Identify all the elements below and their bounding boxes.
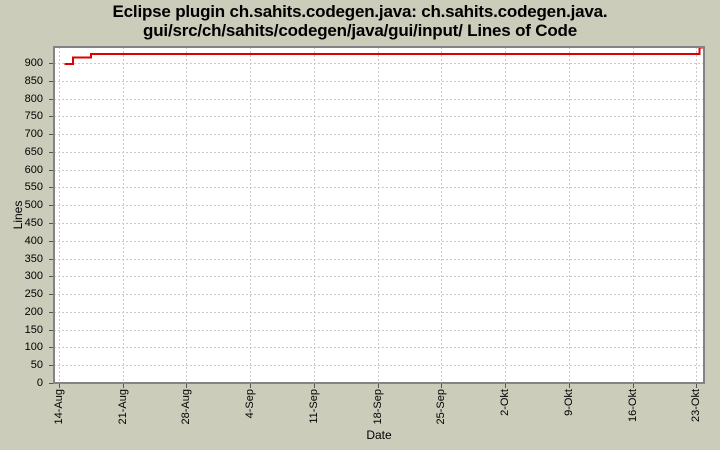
x-tick-label: 23-Okt (690, 389, 703, 423)
x-tick-label: 9-Okt (562, 389, 575, 416)
y-tick-label: 550 (24, 181, 43, 194)
y-tick-label: 600 (24, 163, 43, 176)
y-axis-title: Lines (11, 200, 25, 230)
y-tick-label: 400 (24, 234, 43, 247)
y-tick-label: 700 (24, 128, 43, 141)
x-axis-title: Date (366, 428, 392, 442)
chart-title-line2: gui/src/ch/sahits/codegen/java/gui/input… (143, 21, 577, 40)
x-tick-label: 28-Aug (180, 389, 193, 425)
y-tick-label: 450 (24, 217, 43, 229)
x-tick-label: 21-Aug (116, 389, 129, 425)
chart-title: Eclipse plugin ch.sahits.codegen.java: c… (0, 2, 720, 40)
y-tick-label: 0 (36, 377, 43, 389)
y-tick-label: 650 (24, 145, 43, 158)
y-tick-label: 750 (24, 110, 43, 123)
y-tick-label: 500 (24, 199, 43, 212)
x-tick-label: 18-Sep (371, 389, 384, 425)
y-tick-label: 150 (24, 323, 43, 336)
y-tick-label: 800 (24, 92, 43, 105)
x-tick-label: 4-Sep (244, 389, 257, 419)
y-tick-label: 200 (24, 305, 43, 318)
y-tick-label: 350 (24, 252, 43, 265)
y-tick-label: 50 (30, 359, 43, 372)
x-tick-label: 25-Sep (435, 389, 448, 425)
x-tick-label: 14-Aug (52, 389, 65, 425)
x-tick-label: 11-Sep (307, 389, 320, 424)
y-tick-label: 250 (24, 288, 43, 301)
chart-title-line1: Eclipse plugin ch.sahits.codegen.java: c… (112, 2, 608, 21)
y-tick-label: 900 (24, 57, 43, 69)
x-tick-label: 2-Okt (499, 389, 512, 416)
loc-step-line (64, 46, 704, 66)
plot-border (53, 46, 705, 384)
x-tick-label: 16-Okt (626, 389, 639, 423)
y-tick-label: 850 (24, 74, 43, 87)
y-tick-label: 100 (24, 341, 43, 354)
y-tick-label: 300 (24, 270, 43, 283)
